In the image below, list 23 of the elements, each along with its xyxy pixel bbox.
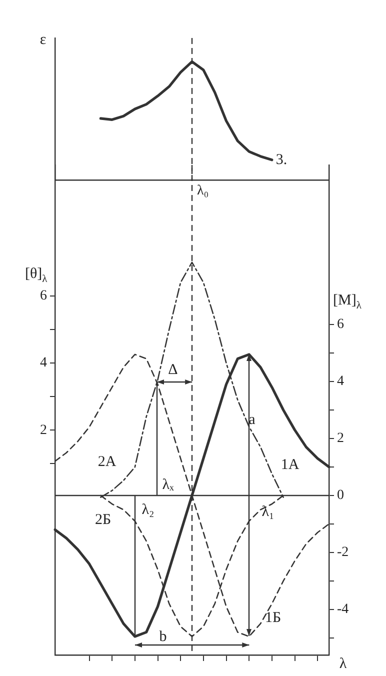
annotation: 3. (276, 152, 288, 168)
y2-tick-label: 2 (337, 431, 344, 446)
y-tick-label: 6 (40, 288, 47, 304)
annotation: 1Б (264, 610, 282, 626)
x-axis-title: λ (339, 656, 348, 672)
y-axis-title: ε (40, 32, 46, 48)
y2-tick-label: 0 (337, 488, 344, 504)
y2-tick-label: 6 (337, 317, 344, 332)
y2-tick-label: -4 (337, 602, 349, 618)
annotation: a (248, 412, 256, 428)
annotation: b (159, 628, 167, 645)
annotation: 2A (98, 454, 116, 470)
annotation: λₓ (162, 476, 174, 493)
annotation: λ₁ (262, 504, 274, 520)
y-tick-label: 2 (40, 422, 47, 438)
y2-tick-label: -2 (337, 545, 349, 560)
text: λ₀ (197, 184, 209, 199)
annotation: Δ (168, 362, 178, 378)
annotation: 1A (280, 456, 300, 473)
y2-tick-label: 4 (337, 374, 344, 390)
y-tick-label: 4 (40, 356, 47, 371)
annotation: λ₂ (142, 502, 154, 518)
annotation: 2Б (94, 512, 112, 528)
